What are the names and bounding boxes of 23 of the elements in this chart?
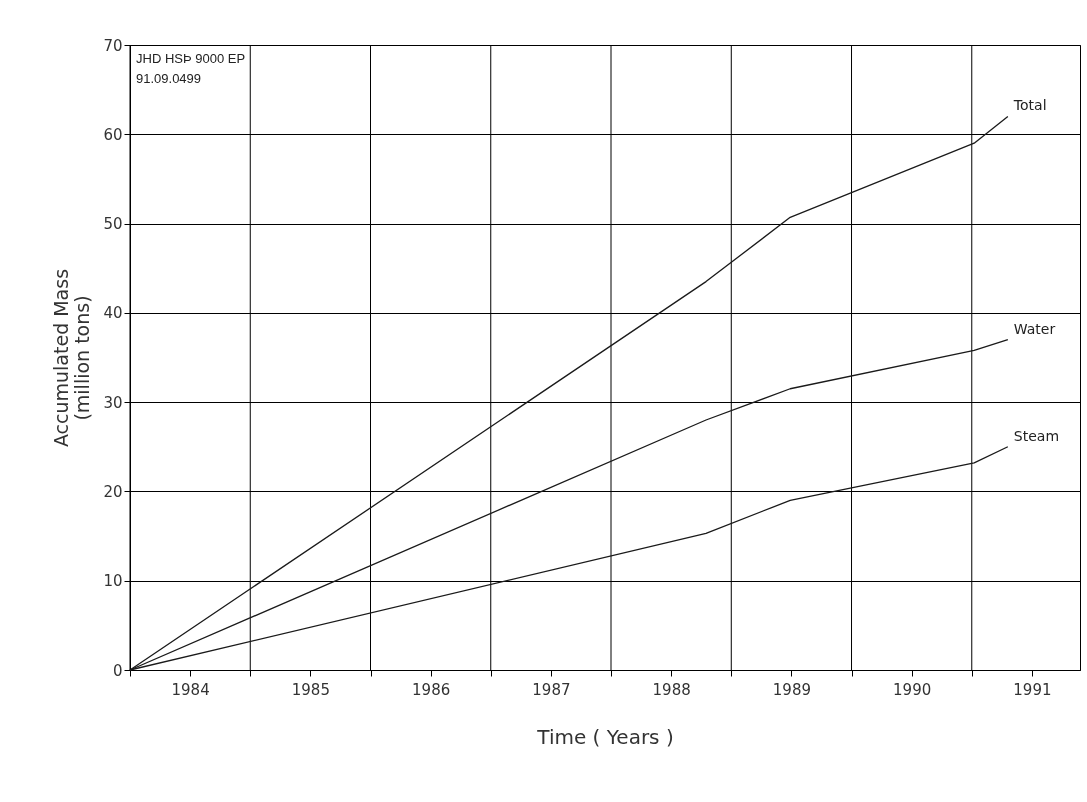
y-tick-label: 10 <box>103 572 123 591</box>
x-tick-label: 1984 <box>171 680 210 699</box>
y-tick-label: 40 <box>103 304 123 323</box>
x-axis-title: Time ( Years ) <box>536 724 674 749</box>
y-tick-label: 50 <box>103 215 123 234</box>
x-tick-label: 1990 <box>893 680 932 699</box>
series-label: Water <box>1013 320 1056 337</box>
y-tick-label: 30 <box>103 393 123 412</box>
x-tick-label: 1988 <box>652 680 691 699</box>
series-label: Steam <box>1013 427 1060 444</box>
x-tick-label: 1985 <box>291 680 330 699</box>
series-label: Total <box>1012 97 1047 114</box>
x-tick-label: 1991 <box>1013 680 1052 699</box>
annotation: 91.09.0499 <box>136 71 202 86</box>
x-tick-label: 1987 <box>532 680 571 699</box>
annotation: JHD HSÞ 9000 EP <box>136 51 246 66</box>
x-tick-label: 1986 <box>412 680 451 699</box>
y-tick-label: 20 <box>103 482 123 501</box>
y-axis-title: Accumulated Mass (million tons) <box>50 268 94 448</box>
y-tick-label: 0 <box>112 661 123 680</box>
y-tick-label: 60 <box>103 125 123 144</box>
x-tick-label: 1989 <box>772 680 811 699</box>
y-tick-label: 70 <box>103 36 123 55</box>
